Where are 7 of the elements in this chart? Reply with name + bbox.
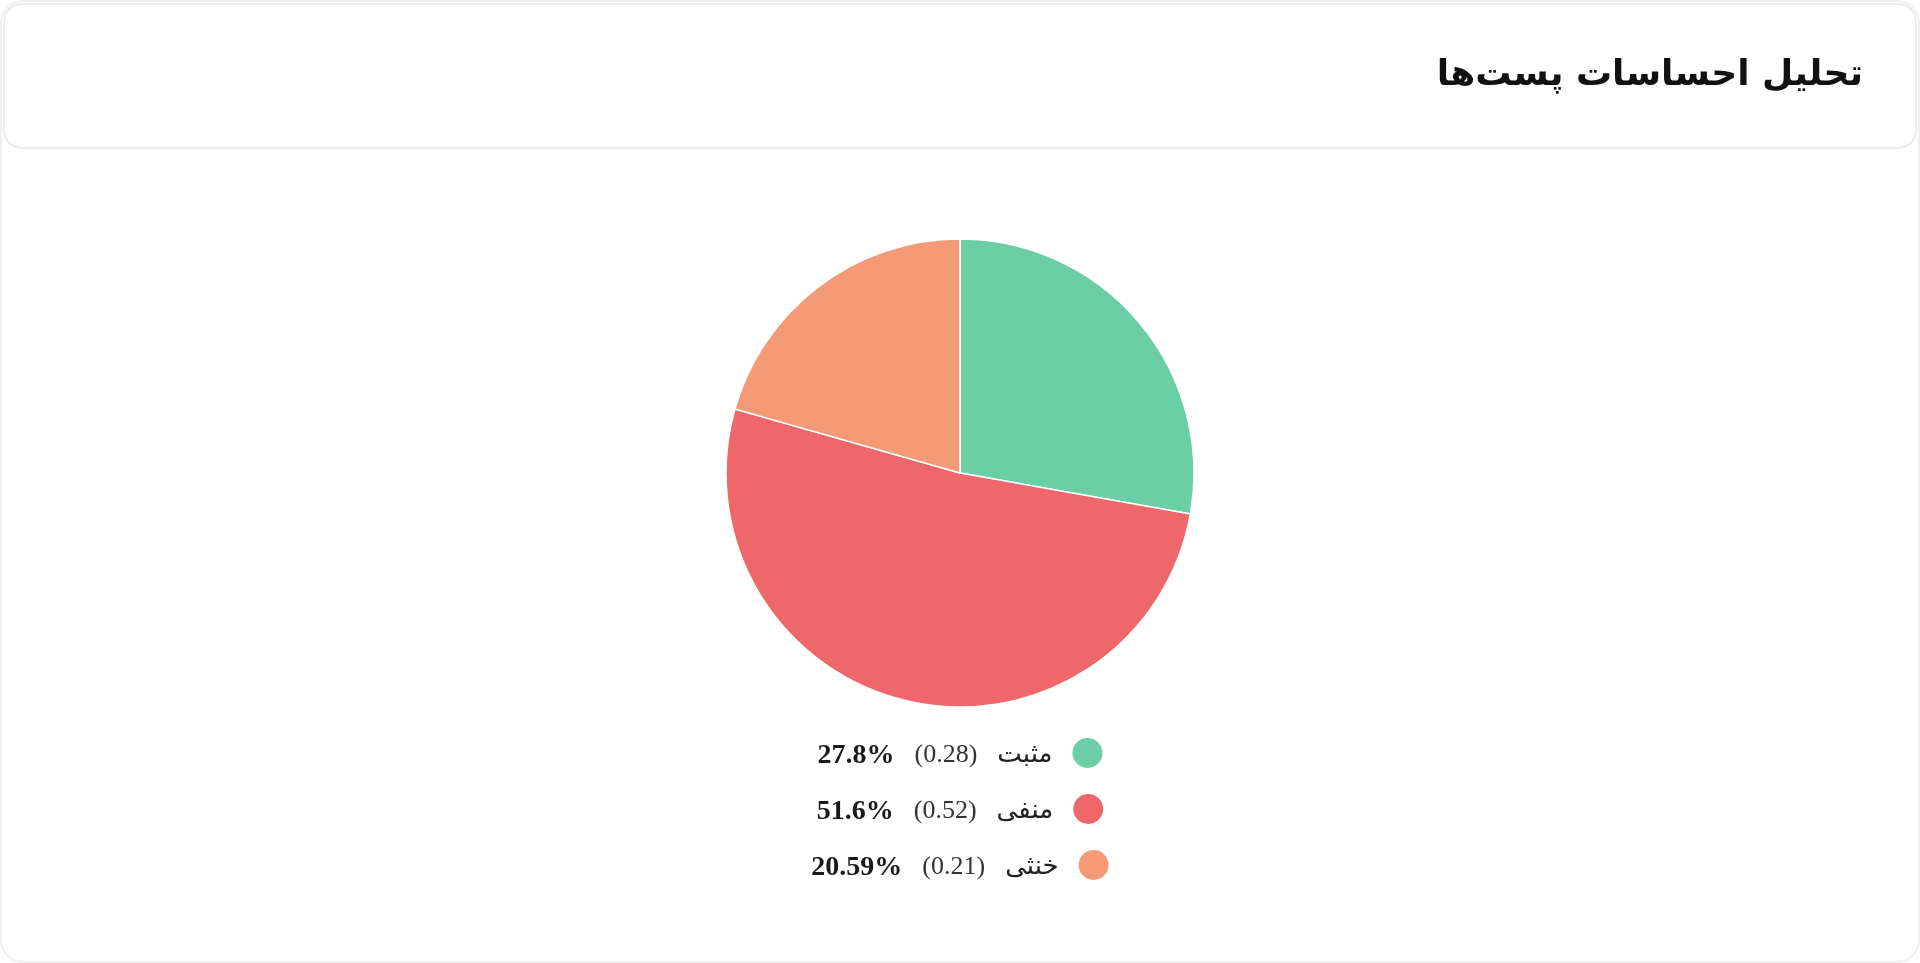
legend-label: خنثی — [1005, 850, 1059, 880]
legend-label: منفی — [996, 794, 1054, 824]
data-label: 20.59% (0.21) — [811, 849, 986, 881]
text: تحلیل احساسات پست‌ها — [1436, 51, 1863, 94]
data-label: 27.8% (0.28) — [817, 737, 978, 769]
legend-label: مثبت — [997, 738, 1053, 768]
data-label: 51.6% (0.52) — [816, 793, 977, 825]
